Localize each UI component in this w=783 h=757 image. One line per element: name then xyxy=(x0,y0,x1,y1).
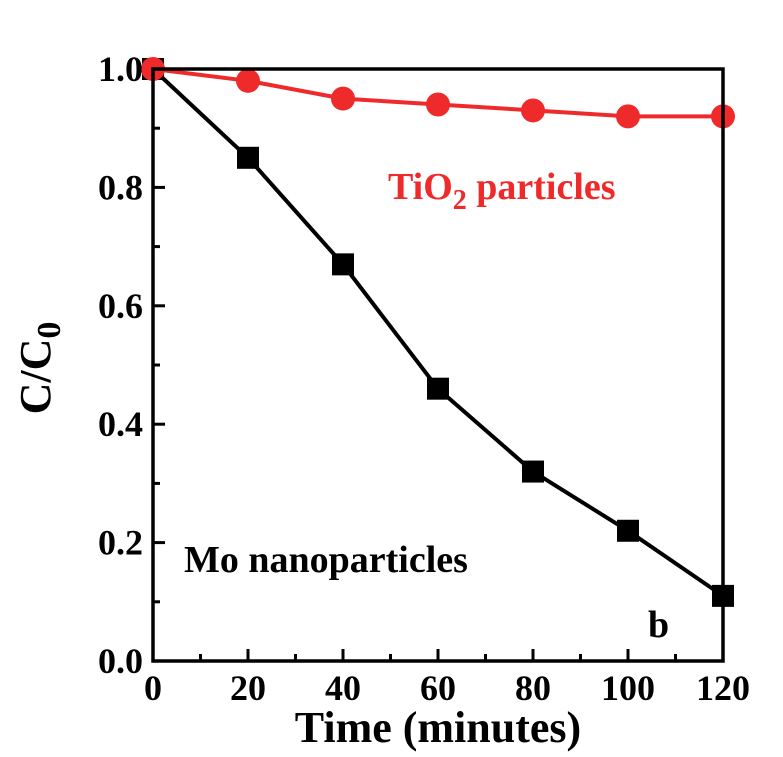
mo-data-point xyxy=(617,519,639,542)
mo-data-point xyxy=(332,253,354,276)
plot-frame xyxy=(151,67,725,663)
tio2-data-point xyxy=(331,86,355,111)
mo-series-annotation: Mo nanoparticles xyxy=(184,539,468,581)
y-tick-label: 1.0 xyxy=(98,49,143,89)
y-tick-label: 0.2 xyxy=(98,523,143,563)
x-tick-label: 80 xyxy=(515,668,551,708)
y-axis-label: C/C0 xyxy=(11,322,68,415)
y-tick-label: 0.8 xyxy=(98,167,143,207)
panel-label: b xyxy=(648,604,669,646)
tio2-data-point xyxy=(521,98,545,123)
x-tick-label: 100 xyxy=(601,668,655,708)
x-tick-label: 60 xyxy=(420,668,456,708)
mo-data-point xyxy=(237,146,259,169)
x-tick-label: 40 xyxy=(325,668,361,708)
y-tick-label: 0.6 xyxy=(98,286,143,326)
tio2-series-annotation: TiO2 particles xyxy=(388,166,616,216)
tick-labels: 0 20 40 60 80 100 120 0.0 0.2 0.4 0.6 0.8 1.0 xyxy=(98,49,750,708)
mo-data-point xyxy=(522,460,544,483)
x-tick-label: 20 xyxy=(230,668,266,708)
tio2-data-point xyxy=(236,68,260,93)
x-axis-label: Time (minutes) xyxy=(295,703,581,752)
x-tick-label: 0 xyxy=(144,668,162,708)
tio2-data-point xyxy=(616,104,640,129)
tio2-data-point xyxy=(426,92,450,117)
mo-data-point xyxy=(427,377,449,400)
y-tick-label: 0.4 xyxy=(98,404,143,444)
y-tick-label: 0.0 xyxy=(98,641,143,681)
x-tick-label: 120 xyxy=(696,668,750,708)
